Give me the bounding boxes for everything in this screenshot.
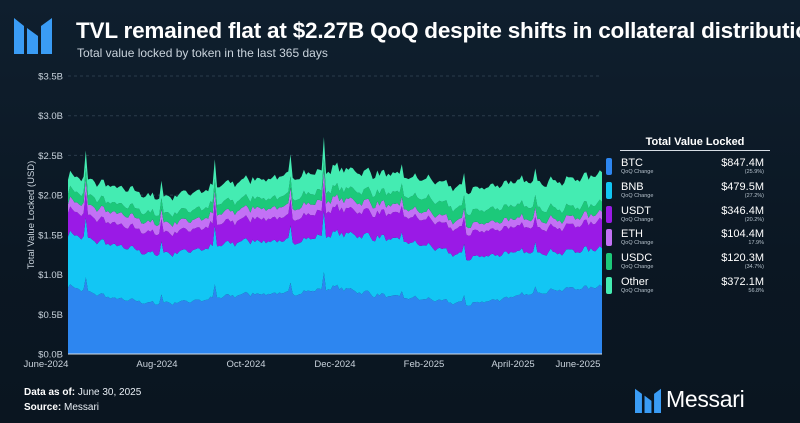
legend-title: Total Value Locked [620,136,770,151]
legend-swatch [606,276,612,294]
y-tick-label: $0.5B [38,310,63,321]
legend-item-eth: ETH QoQ Change $104.4M 17.9% [606,227,778,251]
legend-sub-label: QoQ Change [621,216,654,223]
area-series-btc [68,272,602,354]
x-tick-label: June-2024 [24,359,69,370]
y-tick-label: $2.0B [38,191,63,202]
y-tick-label: $3.0B [38,111,63,122]
x-tick-label: June-2025 [556,359,601,370]
legend-value: $847.4M [721,157,764,169]
legend-swatch [606,181,612,199]
x-tick-label: April-2025 [491,359,534,370]
data-date-value: June 30, 2025 [77,387,142,398]
legend-value: $372.1M [721,275,764,288]
legend-change: (34.7%) [744,264,764,271]
x-tick-label: Dec-2024 [314,359,355,370]
legend-item-usdt: USDT QoQ Change $346.4M (20.2%) [606,204,778,228]
legend: Total Value Locked BTC QoQ Change $847.4M(… [606,136,778,299]
legend-change: 56.8% [748,287,764,294]
legend-swatch [606,253,612,271]
x-tick-label: Oct-2024 [226,359,265,370]
legend-change: 17.9% [748,240,764,247]
y-tick-label: $1.5B [38,230,63,241]
legend-item-bnb: BNB QoQ Change $479.5M (27.2%) [606,180,778,204]
legend-name: BNB [621,180,644,193]
area-series-bnb [68,210,602,306]
messari-logo [14,18,52,54]
legend-value: $479.5M [721,180,764,193]
legend-sub-label: QoQ Change [621,240,654,247]
x-tick-label: Aug-2024 [136,359,177,370]
area-series-other [68,137,602,217]
area-series-usdc [68,158,602,229]
data-date-label: Data as of: [24,387,76,398]
y-tick-label: $3.5B [38,72,63,83]
legend-change: (27.2%) [744,192,764,199]
brand-name: Messari [666,386,745,412]
legend-name: Other [621,275,649,288]
y-tick-label: $0.0B [38,350,63,361]
area-series-usdt [68,182,602,261]
legend-name: USDC [621,252,653,265]
messari-brand-icon [635,388,661,413]
legend-change: (20.2%) [744,216,764,223]
legend-name: BTC [621,157,643,169]
legend-change: (25.9%) [744,169,764,175]
legend-swatch [606,158,612,175]
chart-title: TVL remained flat at $2.27B QoQ despite … [76,18,800,43]
legend-sub-label: QoQ Change [621,264,654,271]
legend-swatch [606,205,612,223]
legend-value: $104.4M [721,228,764,241]
legend-value: $346.4M [721,204,764,217]
source-label: Source: [24,402,62,413]
y-axis-label: Total Value Locked (USD) [26,161,37,270]
legend-value: $120.3M [721,252,764,265]
legend-item-btc: BTC QoQ Change $847.4M (25.9%) [606,156,778,180]
y-tick-label: $1.0B [38,270,63,281]
legend-item-other: Other QoQ Change $372.1M 56.8% [606,275,778,299]
legend-item-usdc: USDC QoQ Change $120.3M (34.7%) [606,251,778,275]
source-value: Messari [64,402,100,413]
legend-sub-label: QoQ Change [621,192,654,199]
legend-name: USDT [621,204,651,217]
data-source: Source: Messari [24,402,99,413]
legend-name: ETH [621,228,643,241]
legend-sub-label: QoQ Change [621,169,654,175]
data-date: Data as of: June 30, 2025 [24,387,141,398]
legend-sub-label: QoQ Change [621,287,654,294]
legend-swatch [606,229,612,247]
chart-subtitle: Total value locked by token in the last … [77,46,328,60]
x-tick-label: Feb-2025 [404,359,445,370]
y-tick-label: $2.5B [38,151,63,162]
area-series-eth [68,170,602,237]
